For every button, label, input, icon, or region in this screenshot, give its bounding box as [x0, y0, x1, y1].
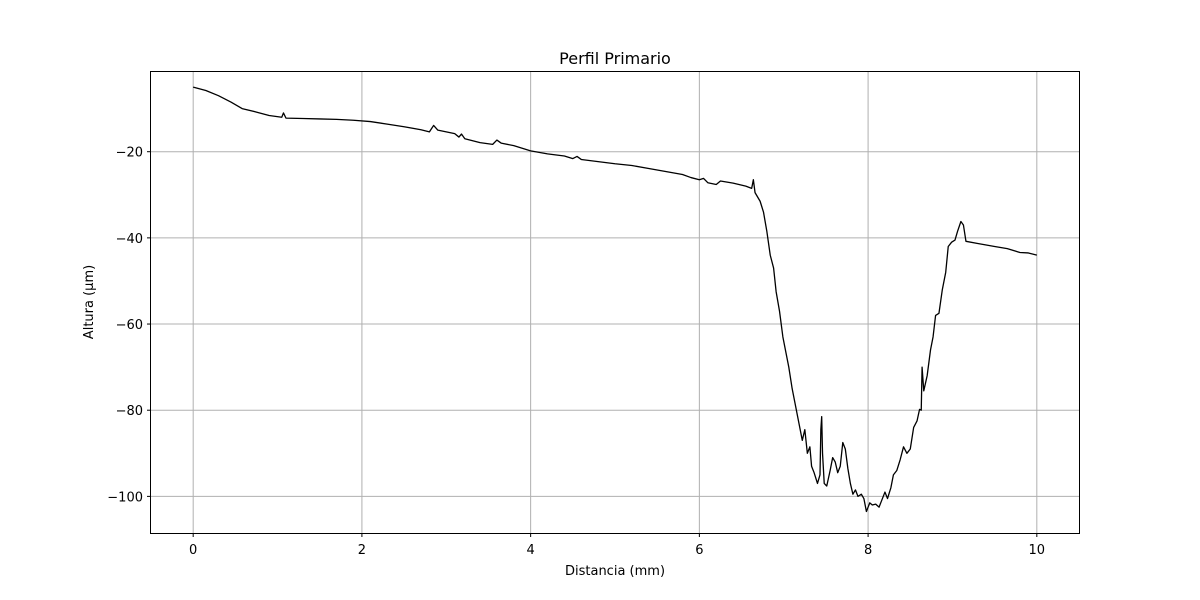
y-tick-label: −40 — [116, 232, 143, 247]
y-axis: −20 −40 −60 −80 −100 — [107, 146, 151, 505]
x-tick-label: 10 — [1029, 543, 1046, 558]
plot-frame — [150, 71, 1080, 534]
y-tick-label: −100 — [107, 490, 143, 505]
y-tick-label: −80 — [116, 404, 143, 419]
x-axis: 0 2 4 6 8 10 — [189, 533, 1045, 558]
x-axis-label: Distancia (mm) — [565, 564, 665, 579]
x-tick-label: 0 — [189, 543, 197, 558]
x-tick-label: 8 — [864, 543, 872, 558]
x-tick-label: 6 — [695, 543, 703, 558]
profile-line — [193, 86, 1037, 513]
y-tick-label: −20 — [116, 146, 143, 161]
grid-lines — [151, 72, 1079, 533]
data-layer — [193, 86, 1037, 513]
y-axis-label: Altura (µm) — [82, 265, 97, 339]
x-tick-label: 2 — [358, 543, 366, 558]
x-tick-label: 4 — [526, 543, 534, 558]
chart-title: Perfil Primario — [559, 49, 671, 68]
y-tick-label: −60 — [116, 318, 143, 333]
